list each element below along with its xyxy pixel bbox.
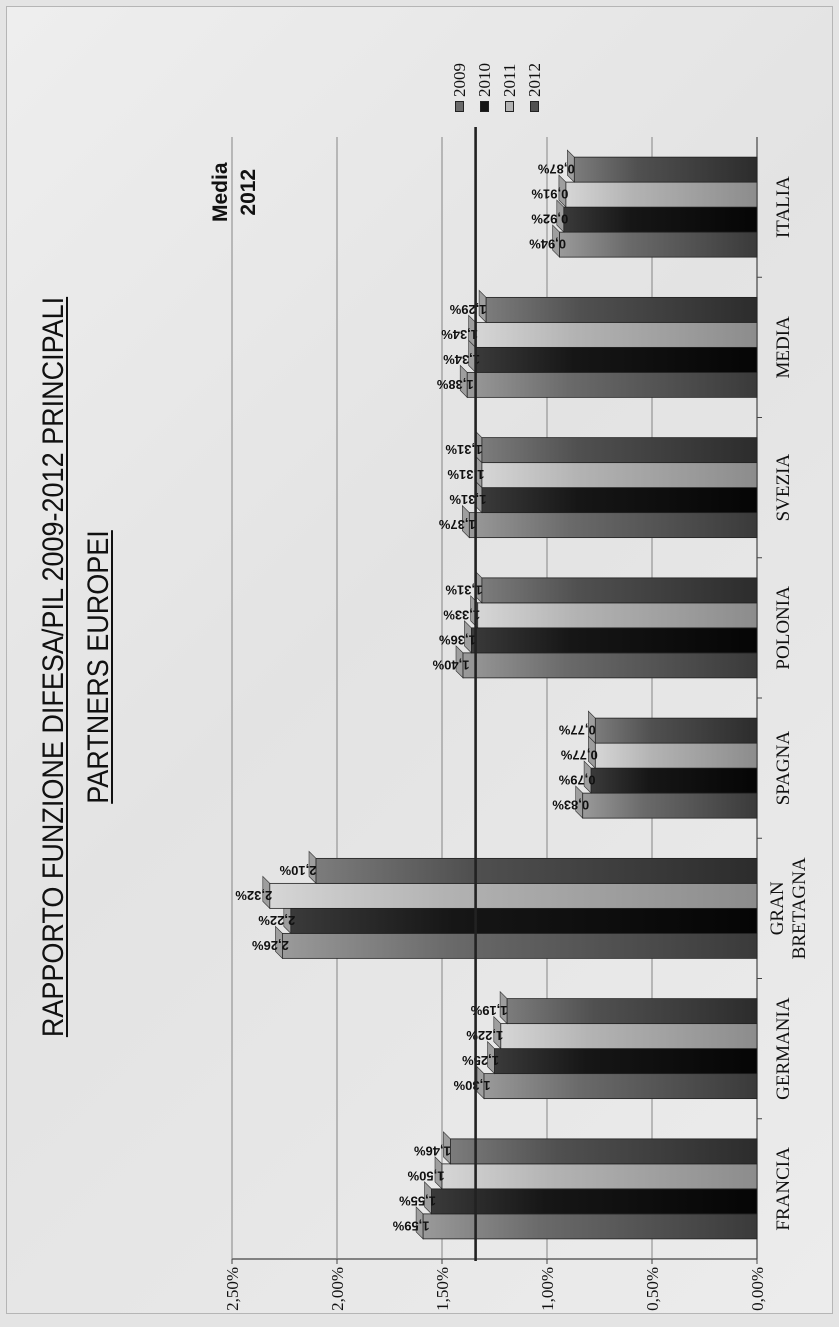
data-label: 1,31%: [449, 492, 486, 507]
bar-media-2009: [466, 371, 758, 398]
data-label: 2,32%: [235, 888, 272, 903]
y-tick-label: 1,50%: [433, 1267, 452, 1311]
legend: 2009 2010 2011 2012: [447, 63, 547, 112]
legend-item: 2009: [447, 63, 472, 112]
bar-svezia-2011: [481, 462, 758, 489]
data-label: 1,31%: [447, 467, 484, 482]
data-label: 1,19%: [470, 1003, 507, 1018]
bar-italia-2012: [573, 156, 758, 183]
legend-item: 2011: [497, 63, 522, 112]
bar-polonia-2012: [481, 577, 758, 604]
bar-polonia-2010: [470, 627, 758, 654]
bar-germania-2012: [506, 998, 758, 1025]
bar-germania-2010: [494, 1048, 758, 1075]
data-label: 1,38%: [436, 377, 473, 392]
data-label: 1,29%: [449, 302, 486, 317]
data-label: 0,92%: [531, 212, 568, 227]
data-label: 1,34%: [443, 352, 480, 367]
bar-spagna-2012: [594, 717, 758, 744]
data-label: 1,22%: [466, 1028, 503, 1043]
data-label: 0,77%: [560, 748, 597, 763]
bar-media-2011: [475, 321, 758, 348]
rotated-chart: RAPPORTO FUNZIONE DIFESA/PIL 2009-2012 P…: [7, 7, 839, 1327]
bar-gran-bretagna-2010: [290, 907, 758, 934]
category-label: BRETAGNA: [789, 857, 810, 959]
bar-italia-2009: [559, 231, 758, 258]
data-label: 0,87%: [537, 162, 574, 177]
bar-francia-2012: [449, 1138, 758, 1165]
bar-francia-2009: [422, 1213, 758, 1240]
category-label: FRANCIA: [773, 1147, 794, 1231]
bar-media-2012: [485, 296, 758, 323]
legend-swatch: [480, 101, 489, 112]
data-label: 1,31%: [445, 442, 482, 457]
legend-item: 2010: [472, 63, 497, 112]
y-tick-label: 1,00%: [538, 1267, 557, 1311]
data-label: 1,46%: [414, 1143, 451, 1158]
bar-svezia-2012: [481, 437, 758, 464]
y-tick-label: 2,00%: [328, 1267, 347, 1311]
bar-chart: 0,00% 0,50% 1,00% 1,50% 2,00% 2,50% 1,59% 1,55%…: [223, 127, 810, 1311]
legend-swatch: [530, 101, 539, 112]
data-label: 1,50%: [407, 1168, 444, 1183]
bar-svezia-2010: [481, 487, 758, 514]
bar-svezia-2009: [468, 512, 758, 539]
chart-frame: RAPPORTO FUNZIONE DIFESA/PIL 2009-2012 P…: [6, 6, 833, 1314]
legend-label: 2009: [449, 63, 469, 97]
data-label: 1,59%: [392, 1218, 429, 1233]
media-annotation: Media 2012: [207, 162, 263, 222]
legend-swatch: [505, 101, 514, 112]
bar-spagna-2010: [590, 767, 758, 794]
category-label: POLONIA: [773, 586, 794, 670]
legend-label: 2010: [474, 63, 494, 97]
data-label: 0,79%: [558, 773, 595, 788]
legend-label: 2012: [524, 63, 544, 97]
data-label: 1,25%: [462, 1053, 499, 1068]
bar-germania-2011: [500, 1023, 758, 1050]
category-label: GRAN: [767, 881, 788, 935]
media-label-line1: Media: [209, 162, 232, 222]
category-label: SPAGNA: [773, 731, 794, 806]
data-label: 0,83%: [552, 798, 589, 813]
data-label: 2,22%: [258, 913, 295, 928]
data-label: 2,10%: [279, 863, 316, 878]
data-label: 0,77%: [558, 723, 595, 738]
data-label: 1,30%: [453, 1078, 490, 1093]
data-label: 0,91%: [531, 187, 568, 202]
category-label: SVEZIA: [773, 454, 794, 522]
bar-media-2010: [475, 346, 758, 373]
data-label: 2,26%: [252, 938, 289, 953]
data-label: 1,55%: [399, 1193, 436, 1208]
bar-spagna-2009: [582, 792, 758, 819]
bar-gran-bretagna-2012: [315, 857, 758, 884]
category-label: ITALIA: [773, 176, 794, 238]
data-label: 1,36%: [439, 632, 476, 647]
data-label: 0,94%: [529, 237, 566, 252]
bar-gran-bretagna-2009: [281, 932, 758, 959]
data-label: 1,34%: [441, 327, 478, 342]
data-label: 1,40%: [432, 657, 469, 672]
category-label: MEDIA: [773, 316, 794, 379]
y-tick-label: 2,50%: [223, 1267, 242, 1311]
bar-francia-2011: [441, 1163, 758, 1190]
data-label: 1,33%: [443, 607, 480, 622]
media-label-line2: 2012: [237, 168, 260, 216]
bar-francia-2010: [431, 1188, 758, 1215]
y-tick-label: 0,00%: [748, 1267, 767, 1311]
bar-spagna-2011: [594, 742, 758, 769]
data-label: 1,31%: [445, 582, 482, 597]
legend-swatch: [455, 101, 464, 112]
data-label: 1,37%: [438, 517, 475, 532]
bar-polonia-2011: [477, 602, 758, 629]
legend-label: 2011: [499, 63, 519, 97]
bar-gran-bretagna-2011: [269, 882, 758, 909]
legend-item: 2012: [522, 63, 547, 112]
bar-polonia-2009: [462, 652, 758, 679]
bar-italia-2011: [565, 181, 758, 208]
y-tick-label: 0,50%: [643, 1267, 662, 1311]
bar-italia-2010: [563, 206, 758, 233]
category-label: GERMANIA: [773, 997, 794, 1100]
bar-germania-2009: [483, 1073, 758, 1100]
